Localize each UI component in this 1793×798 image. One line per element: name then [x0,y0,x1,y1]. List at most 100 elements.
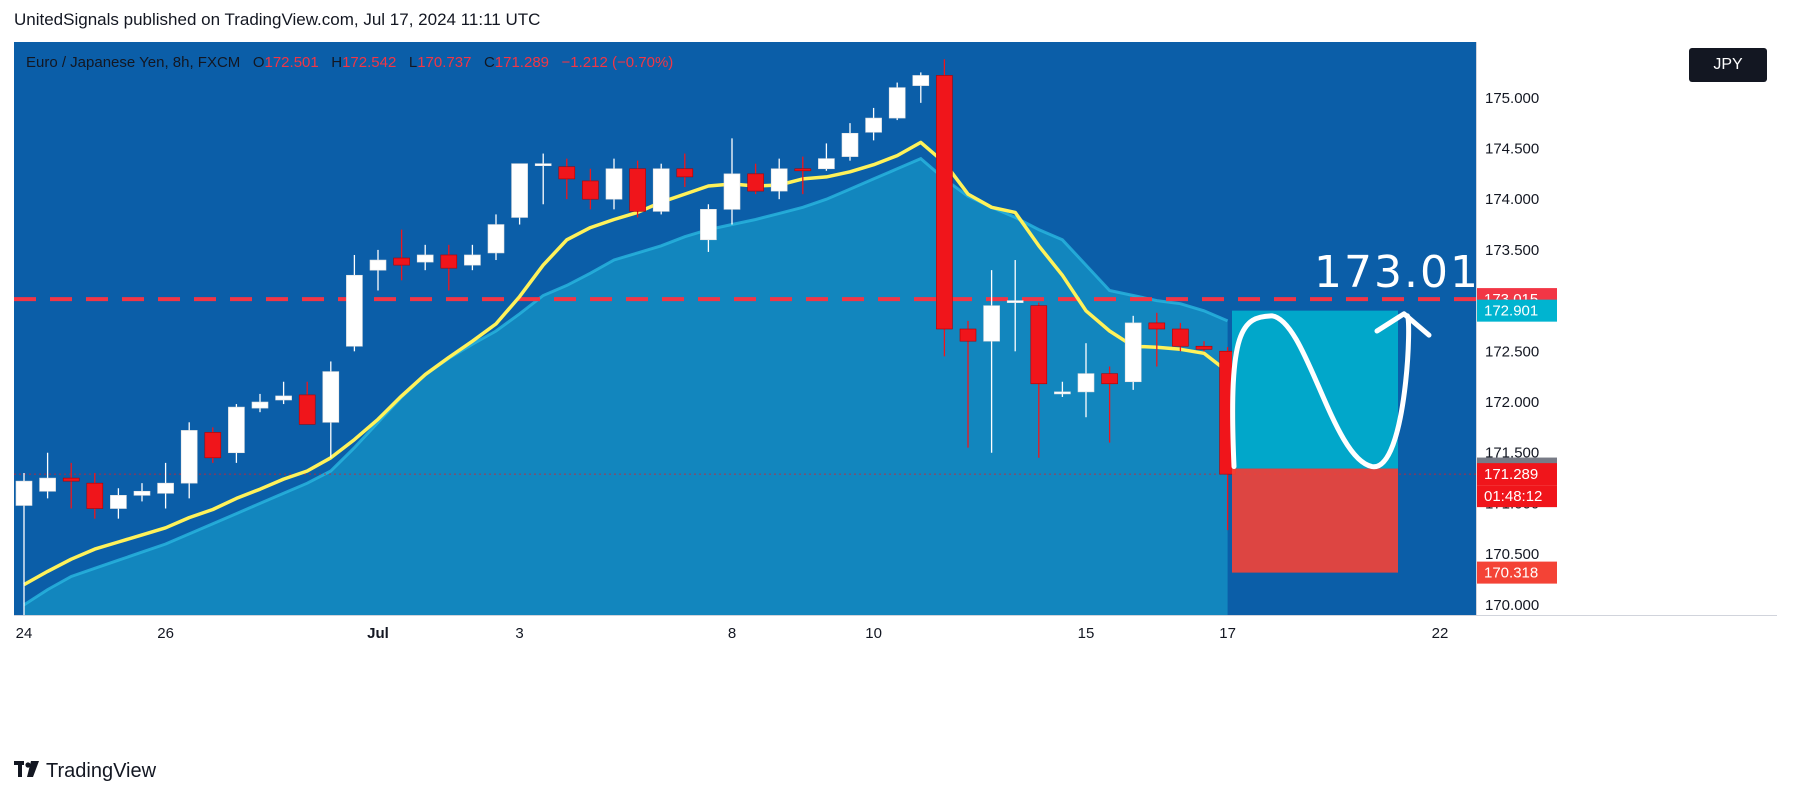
y-tick-label: 174.000 [1485,191,1539,208]
open-value: 172.501 [264,54,319,71]
candle-up[interactable] [888,87,906,119]
candle-down[interactable] [582,180,599,200]
candle-up[interactable] [865,117,882,133]
candle-up[interactable] [841,132,859,157]
ohlc-legend: Euro / Japanese Yen, 8h, FXCM O172.501 H… [26,54,673,71]
projection-arrowhead [1374,311,1432,338]
candle-up[interactable] [15,480,33,506]
candle-up[interactable] [1006,300,1024,303]
candle-down[interactable] [1195,345,1213,350]
price-axis-tag [1477,463,1557,486]
candle-up[interactable] [275,395,292,401]
candle-up[interactable] [1077,373,1095,393]
candle-down[interactable] [86,482,104,509]
y-tick-label: 173.500 [1485,242,1539,259]
close-label: C [483,54,495,71]
candle-up[interactable] [605,168,623,200]
x-tick-label: 15 [1078,625,1095,642]
candle-up[interactable] [700,209,717,241]
candle-up[interactable] [416,254,434,263]
y-tick-label: 170.000 [1485,597,1539,614]
time-axis-border [14,615,1777,616]
candle-up[interactable] [912,75,930,86]
candle-up[interactable] [39,477,56,492]
area-fill [24,158,1228,615]
candle-down[interactable] [629,168,646,212]
footer-brand[interactable]: TradingView [14,760,156,783]
candle-down[interactable] [1030,305,1048,385]
close-value: 171.289 [494,54,550,71]
price-axis-tag [1477,299,1557,322]
tradingview-brand: TradingView [46,760,157,782]
tv-logo-icon [14,760,40,783]
price-axis-border [1476,42,1477,615]
candle-up[interactable] [157,482,174,494]
candle-down[interactable] [936,75,953,330]
y-tick-label: 171.500 [1485,445,1539,462]
symbol-label: Euro / Japanese Yen, 8h, FXCM [26,54,241,71]
candle-up[interactable] [346,274,363,347]
candle-down[interactable] [794,168,812,172]
price-axis-tag-label: 170.318 [1484,565,1538,582]
high-value: 172.542 [342,54,397,71]
candle-up[interactable] [983,305,1000,342]
currency-button[interactable]: JPY [1689,48,1767,82]
candle-up[interactable] [251,401,269,409]
x-tick-label: 26 [157,625,174,642]
candle-up[interactable] [464,254,481,266]
candle-down[interactable] [298,394,316,425]
candle-down[interactable] [62,477,80,482]
high-label: H [331,54,343,71]
countdown-tag [1477,485,1557,508]
candle-down[interactable] [747,173,764,192]
candle-down[interactable] [204,432,222,459]
candle-up[interactable] [770,168,788,192]
candle-up[interactable] [110,495,127,509]
price-axis-tag-label: 172.901 [1484,303,1538,320]
candlestick-chart[interactable]: 173.01175.000174.500174.000173.500173.00… [14,42,1777,743]
candle-up[interactable] [511,163,528,218]
target-zone-box[interactable] [1232,310,1398,469]
stop-zone-box[interactable] [1232,468,1398,573]
candle-up[interactable] [1124,322,1142,383]
candle-up[interactable] [133,490,151,496]
x-tick-label: 10 [865,625,882,642]
chart-frame[interactable]: 173.01175.000174.500174.000173.500173.00… [14,42,1777,743]
candle-up[interactable] [228,406,245,454]
open-label: O [252,54,265,71]
candle-down[interactable] [558,166,576,180]
candle-up[interactable] [180,430,198,484]
candle-down[interactable] [959,328,977,342]
price-axis-tag-label: 171.289 [1484,466,1538,483]
ema-line [23,140,1229,587]
x-tick-label: 22 [1432,625,1449,642]
low-value: 170.737 [417,54,472,71]
low-label: L [408,54,418,71]
candle-up[interactable] [369,259,387,271]
candle-up[interactable] [723,173,741,210]
candle-down[interactable] [440,254,458,269]
candle-up[interactable] [534,163,552,166]
candle-down[interactable] [676,168,694,178]
candle-down[interactable] [1172,328,1189,347]
x-tick-label: 24 [16,625,33,642]
candle-up[interactable] [818,158,835,170]
x-tick-label: 3 [515,625,523,642]
change-value: −1.212 (−0.70%) [561,54,674,71]
candle-up[interactable] [322,371,340,423]
y-tick-label: 170.500 [1485,546,1539,563]
publisher-header: UnitedSignals published on TradingView.c… [14,10,541,29]
x-tick-label: 8 [728,625,736,642]
candle-up[interactable] [652,168,670,212]
candle-up[interactable] [1054,391,1071,395]
x-tick-label: 17 [1219,625,1236,642]
x-tick-label: Jul [367,625,389,642]
candle-up[interactable] [487,224,505,254]
countdown-label: 01:48:12 [1484,488,1542,505]
candle-down[interactable] [393,257,410,266]
candle-down[interactable] [1148,322,1166,330]
candle-down[interactable] [1101,373,1118,385]
time-axis-bg [14,615,1777,743]
projection-path [1230,313,1412,470]
y-tick-label: 175.000 [1485,90,1539,107]
